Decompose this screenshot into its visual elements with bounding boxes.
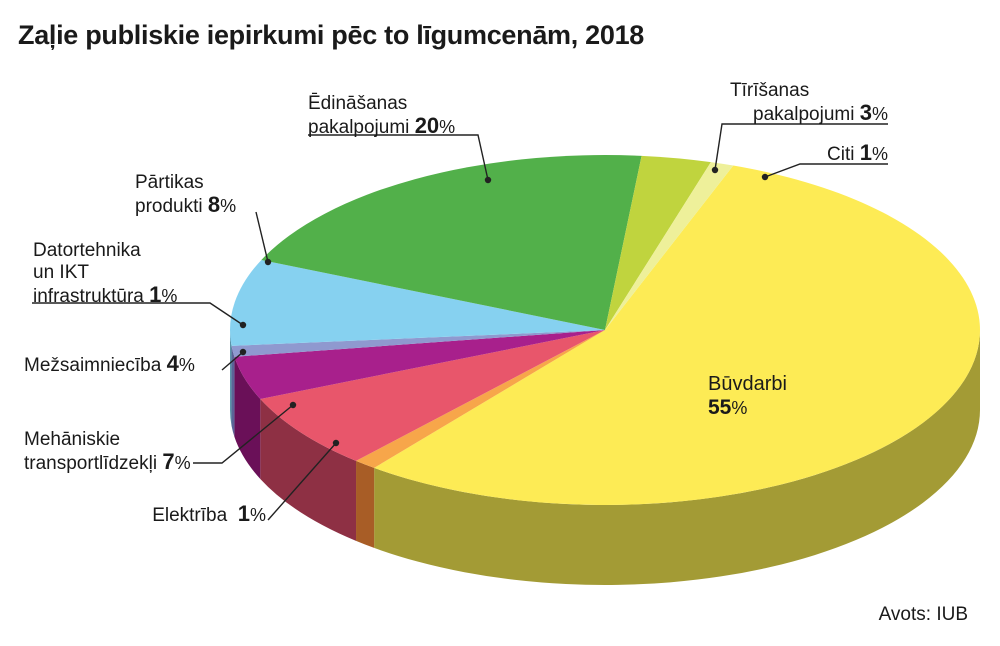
slice-value: 55 [708, 396, 732, 419]
label-mezsaimnieciba: Mežsaimniecība 4% [24, 353, 195, 377]
slice-pārtikas [229, 259, 605, 346]
slice-unit: % [731, 398, 748, 418]
slice-name: Mežsaimniecība [24, 355, 162, 376]
slice-unit: % [174, 453, 191, 473]
slice-unit: % [871, 104, 888, 124]
slice-side-būvdarbi [374, 330, 980, 585]
leader-citi [764, 163, 888, 178]
slice-value: 1 [859, 140, 872, 165]
label-partikas: Pārtikas produkti 8% [135, 172, 236, 218]
slice-unit: % [161, 286, 178, 306]
slice-name: transportlīdzekļi [24, 453, 158, 474]
slice-name: Pārtikas [135, 172, 204, 193]
slice-value: 8 [207, 192, 221, 217]
label-mehaniskie: Mehāniskie transportlīdzekļi 7% [24, 429, 191, 475]
slice-unit: % [178, 355, 195, 375]
slice-name: un IKT [33, 262, 89, 283]
slice-citi [605, 162, 734, 330]
slice-name: pakalpojumi [308, 117, 410, 138]
leader-datortehnika [32, 302, 244, 326]
slice-mežsaimniecība [234, 330, 605, 399]
slice-name: Ēdināšanas [308, 93, 408, 114]
slice-value: 4 [166, 351, 179, 376]
chart-title: Zaļie publiskie iepirkumi pēc to līgumce… [18, 20, 645, 50]
slice-name: Elektrība [152, 505, 228, 526]
label-elektriba: Elektrība 1% [120, 503, 266, 527]
source-note: Avots: IUB [878, 604, 968, 625]
leader-datortehnika-dot [239, 321, 247, 329]
leader-mezsaimn [221, 351, 244, 371]
leader-citi-dot [761, 173, 769, 181]
leader-partikas [255, 211, 269, 263]
slice-mehāniskie [260, 330, 605, 461]
slice-side-elektrība [356, 460, 375, 548]
slice-name: produkti [135, 196, 203, 217]
slice-name: pakalpojumi [753, 104, 855, 125]
slice-elektrība [356, 330, 605, 468]
slice-value: 1 [237, 501, 250, 526]
label-citi: Citi 1% [780, 142, 888, 166]
leader-mehaniskie-dot [289, 401, 297, 409]
slice-unit: % [871, 144, 888, 164]
slice-unit: % [249, 505, 266, 525]
slice-side-mehāniskie [260, 398, 357, 541]
label-edinasanas: Ēdināšanas pakalpojumi 20% [308, 93, 455, 139]
label-tirisanas: Tīrīšanas pakalpojumi 3% [700, 80, 888, 126]
leader-mehaniskie [193, 404, 294, 464]
leader-elektriba-dot [332, 439, 340, 447]
slice-name: Tīrīšanas [730, 80, 810, 101]
slice-unit: % [439, 117, 456, 137]
slice-value: 3 [859, 100, 872, 125]
slice-side-datortehnika [231, 345, 235, 437]
slice-name: Būvdarbi [708, 373, 787, 395]
slice-value: 20 [414, 113, 440, 138]
slice-value: 1 [149, 282, 162, 307]
slice-name: infrastruktūra [33, 286, 144, 307]
leader-edinasanas [308, 134, 489, 181]
slice-side-pārtikas [230, 330, 232, 426]
leader-tirisanas-dot [711, 166, 719, 174]
leader-elektriba [267, 442, 337, 521]
slice-name: Mehāniskie [24, 429, 121, 450]
leader-partikas-dot [264, 258, 272, 266]
slice-ēdināšanas [261, 155, 642, 330]
slice-name: Datortehnika [33, 240, 141, 261]
label-buvdarbi: Būvdarbi 55% [708, 372, 787, 420]
slice-tīrīšanas [605, 155, 711, 330]
slice-name: Citi [827, 144, 855, 165]
leader-edinasanas-dot [484, 176, 492, 184]
slice-unit: % [220, 196, 237, 216]
label-datortehnika: Datortehnika un IKT infrastruktūra 1% [33, 240, 177, 308]
slice-būvdarbi [374, 165, 980, 505]
slice-datortehnika [231, 330, 606, 357]
slice-value: 7 [162, 449, 175, 474]
leader-mezsaimn-dot [239, 348, 247, 356]
leader-tirisanas [714, 123, 888, 171]
